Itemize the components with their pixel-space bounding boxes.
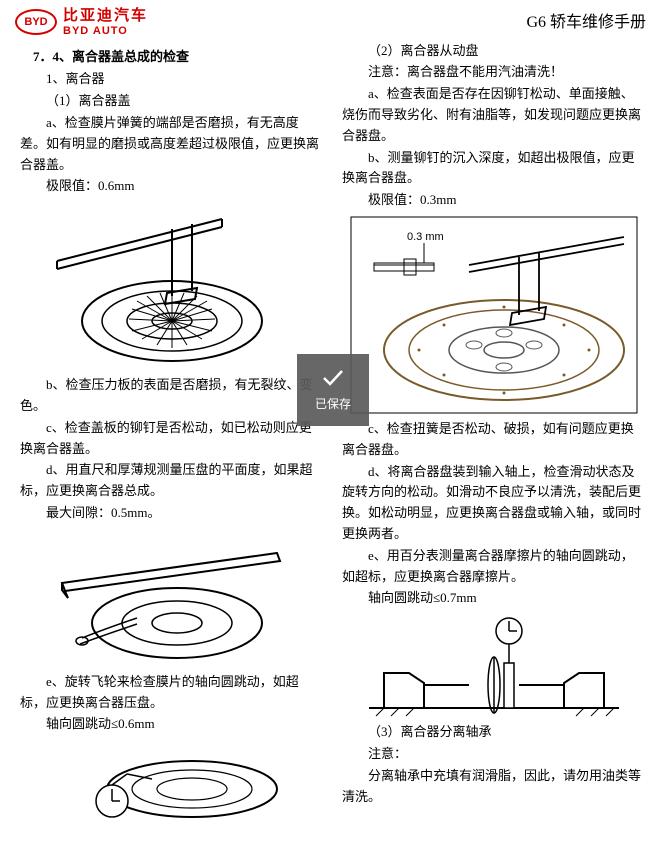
text-line: a、检查表面是否存在因铆钉松动、单面接触、烧伤而导致劣化、附有油脂等，如发现问题…: [342, 84, 646, 146]
text-line: c、检查扭簧是否松动、破损，如有问题应更换离合器盘。: [342, 419, 646, 461]
check-icon: [320, 365, 346, 391]
text-line: 极限值：0.6mm: [20, 176, 324, 197]
text-line: d、将离合器盘装到输入轴上，检查滑动状态及旋转方向的松动。如滑动不良应予以清洗，…: [342, 462, 646, 545]
text-line: 1、离合器: [20, 69, 324, 90]
right-column: （2）离合器从动盘 注意：离合器盘不能用汽油清洗！ a、检查表面是否存在因铆钉松…: [342, 41, 646, 829]
text-line: 注意：离合器盘不能用汽油清洗！: [342, 62, 646, 83]
page-header: BYD 比亚迪汽车 BYD AUTO G6 轿车维修手册: [0, 0, 666, 41]
text-line: 分离轴承中充填有润滑脂，因此，请勿用油类等清洗。: [342, 766, 646, 808]
text-line: （3）离合器分离轴承: [342, 722, 646, 743]
dimension-label: 0.3 mm: [407, 231, 444, 243]
text-line: e、旋转飞轮来检查膜片的轴向圆跳动，如超标，应更换离合器压盘。: [20, 672, 324, 714]
saved-toast: 已保存: [297, 354, 369, 426]
text-line: d、用直尺和厚薄规测量压盘的平面度，如果超标，应更换离合器总成。: [20, 460, 324, 502]
figure-driven-plate-caliper: 0.3 mm: [342, 215, 646, 415]
text-line: a、检查膜片弹簧的端部是否磨损，有无高度差。如有明显的磨损或高度差超过极限值，应…: [20, 113, 324, 175]
text-line: （1）离合器盖: [20, 91, 324, 112]
brand-logo: BYD 比亚迪汽车 BYD AUTO: [15, 8, 148, 37]
figure-clutch-cover-caliper: [20, 201, 324, 371]
byd-logo-oval: BYD: [15, 9, 57, 35]
text-line: 最大间隙：0.5mm。: [20, 503, 324, 524]
text-line: 极限值：0.3mm: [342, 190, 646, 211]
manual-title: G6 轿车维修手册: [526, 10, 646, 36]
text-line: 轴向圆跳动≤0.6mm: [20, 714, 324, 735]
text-line: （2）离合器从动盘: [342, 41, 646, 62]
text-line: b、检查压力板的表面是否磨损，有无裂纹、变色。: [20, 375, 324, 417]
text-line: e、用百分表测量离合器摩擦片的轴向圆跳动，如超标，应更换离合器摩擦片。: [342, 546, 646, 588]
text-line: c、检查盖板的铆钉是否松动，如已松动则应更换离合器盖。: [20, 418, 324, 460]
figure-dial-indicator-flywheel: [20, 739, 324, 824]
text-line: b、测量铆钉的沉入深度，如超出极限值，应更换离合器盘。: [342, 148, 646, 190]
figure-straightedge-gauge: [20, 528, 324, 668]
content-columns: 7．4、离合器盖总成的检查 1、离合器 （1）离合器盖 a、检查膜片弹簧的端部是…: [0, 41, 666, 829]
text-line: 轴向圆跳动≤0.7mm: [342, 588, 646, 609]
brand-text: 比亚迪汽车 BYD AUTO: [63, 8, 148, 37]
left-column: 7．4、离合器盖总成的检查 1、离合器 （1）离合器盖 a、检查膜片弹簧的端部是…: [20, 41, 324, 829]
section-title: 7．4、离合器盖总成的检查: [20, 47, 324, 68]
brand-name-en: BYD AUTO: [63, 25, 148, 37]
text-line: 注意：: [342, 744, 646, 765]
toast-label: 已保存: [315, 395, 351, 414]
brand-name-cn: 比亚迪汽车: [63, 8, 148, 25]
figure-dial-indicator-runout: [342, 613, 646, 718]
